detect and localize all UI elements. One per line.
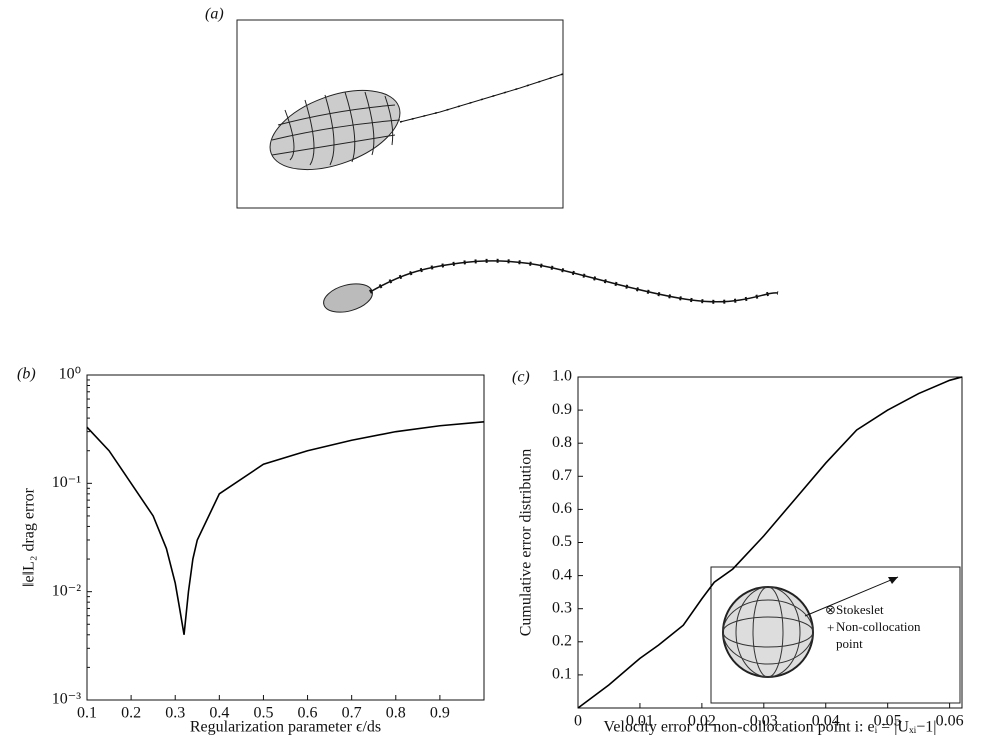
- swimmer-head: [269, 89, 401, 171]
- head-grid: [271, 91, 401, 166]
- x-tick-label: 0: [574, 713, 582, 730]
- y-tick-label: 10⁻¹: [52, 474, 81, 491]
- arrow-head: [888, 577, 898, 584]
- panel-label: (a): [205, 6, 224, 23]
- y-tick-label: 10⁰: [59, 366, 81, 383]
- arrow: [804, 576, 899, 617]
- sphere-grid: [722, 586, 814, 678]
- annotation: Stokeslet: [836, 602, 884, 617]
- annotation: Non-collocation: [836, 619, 921, 634]
- swimmer-nodes: [369, 258, 779, 304]
- y-tick-label: 0.2: [552, 632, 572, 649]
- swimmer-tail: [369, 260, 779, 303]
- y-tick-label: 1.0: [552, 368, 572, 385]
- x-tick-label: 0.02: [688, 713, 716, 730]
- x-axis-label: Regularization parameter ϵ/ds: [190, 719, 381, 736]
- y-tick-label: 0.5: [552, 533, 572, 550]
- x-tick-label: 0.4: [209, 705, 229, 722]
- swimmer-tail: [399, 73, 564, 123]
- x-tick-label: 0.04: [812, 713, 840, 730]
- y-axis-label: ‖e‖L₂ drag error: [21, 487, 38, 587]
- y-tick-label: 0.4: [552, 566, 572, 583]
- axes-frame: [86, 374, 485, 701]
- x-tick-label: 0.6: [298, 705, 318, 722]
- y-tick-label: 0.7: [552, 467, 572, 484]
- inset-frame: [236, 19, 564, 209]
- x-tick-label: 0.3: [165, 705, 185, 722]
- y-tick-label: 10⁻²: [52, 582, 81, 599]
- panel-label: (c): [512, 369, 530, 386]
- x-tick-label: 0.05: [874, 713, 902, 730]
- y-tick-label: 10⁻³: [52, 691, 81, 708]
- data-line: [86, 420, 485, 635]
- y-tick-label: 0.9: [552, 401, 572, 418]
- legend-symbol: +: [827, 620, 834, 635]
- annotation: point: [836, 636, 863, 651]
- x-tick-label: 0.03: [750, 713, 778, 730]
- x-tick-label: 0.7: [342, 705, 362, 722]
- x-axis-label: Velocity error of non-collocation point …: [604, 719, 937, 736]
- x-tick-label: 0.01: [626, 713, 654, 730]
- swimmer-head: [323, 283, 373, 313]
- x-tick-label: 0.5: [253, 705, 273, 722]
- x-tick-label: 0.06: [936, 713, 964, 730]
- y-tick-label: 0.6: [552, 500, 572, 517]
- y-tick-label: 0.1: [552, 666, 572, 683]
- y-tick-label: 0.3: [552, 599, 572, 616]
- x-tick-label: 0.1: [77, 705, 97, 722]
- x-tick-label: 0.9: [430, 705, 450, 722]
- y-tick-label: 0.8: [552, 434, 572, 451]
- swimmer-tail: [399, 73, 564, 123]
- y-axis-label: Cumulative error distribution: [518, 449, 535, 637]
- data-line: [577, 376, 963, 709]
- legend-symbol: ⊗: [825, 602, 836, 617]
- panel-label: (b): [17, 366, 36, 383]
- x-tick-label: 0.8: [386, 705, 406, 722]
- x-tick-label: 0.2: [121, 705, 141, 722]
